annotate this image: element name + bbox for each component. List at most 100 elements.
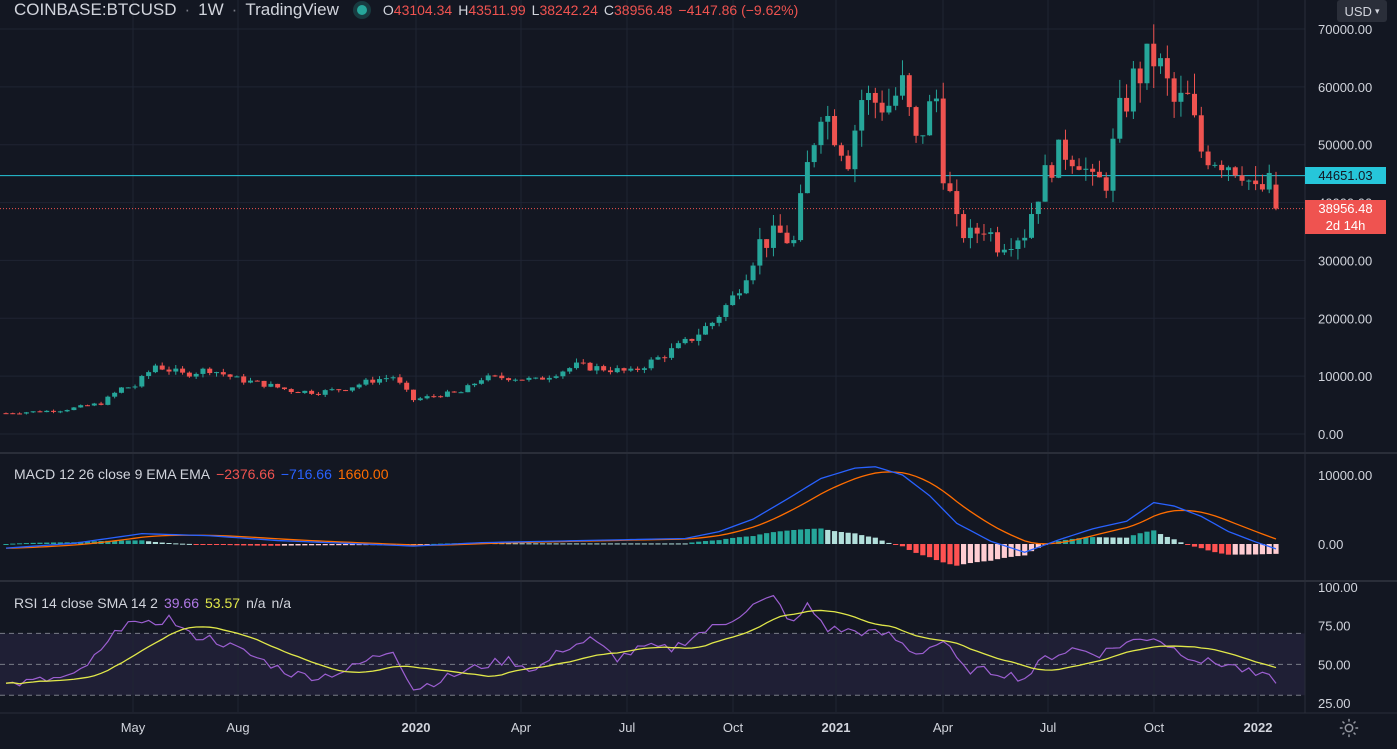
candle [329,389,335,391]
macd-histogram-bar [641,543,647,545]
candle [78,405,84,408]
candle [798,193,804,241]
macd-histogram-bar [635,543,641,545]
time-tick-label: Apr [933,720,954,735]
candle [159,365,165,370]
macd-histogram-bar [906,544,912,550]
macd-histogram-bar [662,543,668,545]
candle [302,390,308,393]
macd-histogram-bar [893,544,899,545]
candle [370,379,376,383]
candle [444,391,450,397]
candle [438,396,444,398]
macd-histogram-bar [1225,544,1232,555]
candle [730,295,736,306]
candle [852,130,858,170]
candle [546,377,552,380]
candle [309,390,315,394]
macd-histogram-bar [716,540,722,544]
macd-histogram-bar [1157,534,1164,544]
macd-histogram-bar [234,544,240,546]
candle [1090,168,1096,172]
candle [1178,92,1184,102]
macd-histogram-bar [166,543,172,545]
candle [689,338,695,341]
candle [390,377,396,379]
candle [1022,237,1028,241]
candle [1259,184,1265,190]
macd-histogram-bar [730,537,736,544]
candle [1042,165,1048,202]
candle [635,368,641,370]
candle [1205,151,1211,166]
candle [519,379,525,381]
time-tick-label: Oct [723,720,744,735]
macd-histogram-bar [1212,544,1218,553]
candle [580,362,586,364]
macd-line-value: −716.66 [280,466,332,482]
macd-histogram-bar [526,543,532,545]
macd-histogram-bar [105,540,111,544]
candle [84,405,90,407]
macd-histogram-bar [220,544,226,545]
candle [818,121,824,146]
macd-histogram-bar [288,544,294,546]
candle [1117,97,1123,139]
symbol-label[interactable]: COINBASE:BTCUSD [14,0,177,19]
gear-icon[interactable] [1338,717,1360,739]
macd-histogram-bar [682,543,688,545]
candle [757,239,763,266]
rsi-tick-label: 50.00 [1318,657,1351,672]
macd-histogram-bar [1198,544,1204,549]
candle [594,366,600,371]
macd-histogram-bar [322,544,328,546]
macd-histogram-bar [44,542,50,544]
interval-label[interactable]: 1W [198,0,224,19]
candle [1192,93,1198,116]
macd-histogram-bar [179,543,186,545]
macd-histogram-bar [1117,537,1123,544]
macd-histogram-bar [50,542,57,544]
candle [913,107,919,136]
macd-histogram-bar [750,536,756,544]
macd-histogram-bar [112,540,118,544]
candle [261,380,267,387]
macd-histogram-bar [281,544,288,546]
candle [166,369,172,372]
macd-histogram-bar [940,544,946,563]
macd-histogram-bar [1219,544,1225,554]
rsi-legend[interactable]: RSI 14 close SMA 14 2 39.66 53.57 n/a n/… [14,595,291,611]
macd-line [5,466,1277,553]
candle [356,384,362,388]
macd-legend[interactable]: MACD 12 26 close 9 EMA EMA −2376.66 −716… [14,466,388,482]
candle [295,392,301,394]
macd-histogram-bar [275,544,281,546]
currency-selector[interactable]: USD ▾ [1337,0,1387,22]
macd-histogram-bar [1110,537,1116,544]
macd-histogram-bar [804,529,810,544]
macd-histogram-bar [960,544,967,565]
time-tick-label: 2022 [1244,720,1273,735]
macd-histogram-bar [621,543,627,545]
macd-histogram-bar [981,544,987,562]
candle [587,362,593,371]
candle [872,92,878,103]
macd-histogram-bar [797,529,804,544]
candle [383,378,389,380]
price-tick-label: 50000.00 [1318,138,1372,153]
candle [397,377,403,383]
candle [139,376,145,387]
rsi-sma-value: 53.57 [205,595,241,611]
macd-histogram-bar [125,540,131,544]
macd-histogram-bar [1001,544,1007,558]
macd-histogram-bar [553,543,559,545]
macd-histogram-bar [886,542,892,544]
rsi-extra-1: n/a [246,595,266,611]
macd-histogram-bar [933,544,940,561]
candle [112,392,118,397]
candle [886,105,892,113]
candle [648,359,654,369]
candle [1029,214,1035,238]
candle [193,373,199,377]
